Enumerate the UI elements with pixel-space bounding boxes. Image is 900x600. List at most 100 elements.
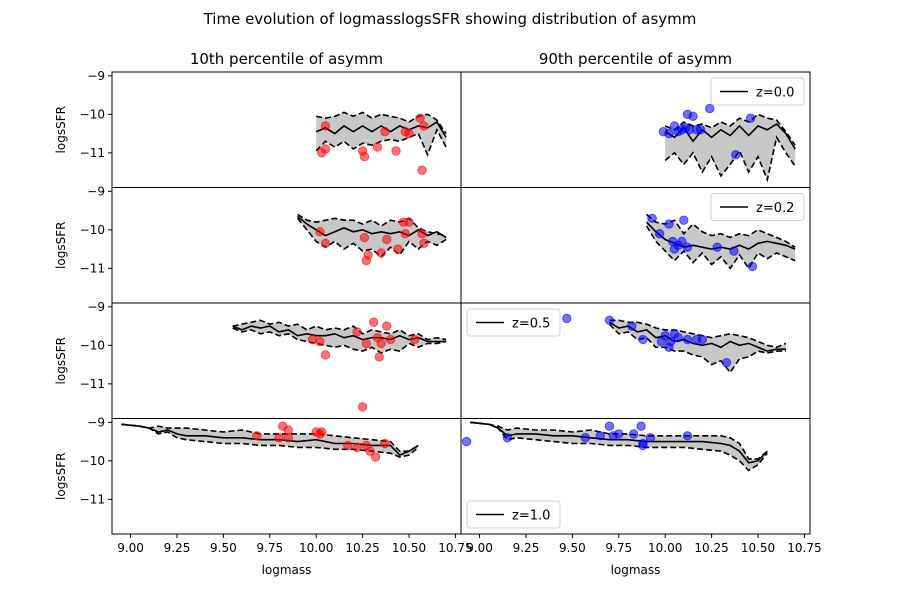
upper-percentile-line bbox=[664, 113, 796, 146]
x-tick-label: 10.75 bbox=[438, 541, 472, 555]
y-tick-label: −9 bbox=[87, 184, 105, 198]
data-point-3 bbox=[595, 431, 605, 441]
data-point-4 bbox=[283, 433, 294, 443]
y-axis-label: logsSFR bbox=[54, 337, 68, 384]
data-point-2 bbox=[320, 144, 331, 154]
upper-percentile-line bbox=[316, 111, 447, 135]
data-point-8 bbox=[688, 111, 698, 121]
legend-frame bbox=[466, 308, 561, 337]
spread-band bbox=[232, 320, 447, 353]
lower-percentile-line bbox=[315, 127, 447, 157]
spread-band bbox=[646, 214, 796, 269]
data-point-9 bbox=[712, 242, 722, 252]
data-point-2 bbox=[320, 350, 331, 360]
data-point-0 bbox=[647, 213, 657, 224]
data-point-5 bbox=[376, 248, 386, 258]
y-tick-label: −11 bbox=[80, 377, 105, 391]
upper-percentile-line bbox=[470, 421, 768, 460]
data-point-6 bbox=[614, 429, 624, 439]
panel-r0-c1: z=0.0 bbox=[460, 71, 811, 188]
data-point-6 bbox=[677, 236, 687, 247]
y-tick-label: −11 bbox=[80, 261, 105, 275]
x-tick-label: 9.50 bbox=[210, 541, 237, 555]
data-point-7 bbox=[393, 244, 403, 254]
legend-frame bbox=[710, 77, 805, 106]
data-point-10 bbox=[415, 113, 425, 123]
y-tick-label: −10 bbox=[80, 454, 105, 468]
plot-area bbox=[315, 111, 447, 175]
data-point-1 bbox=[502, 433, 513, 443]
plot-area bbox=[461, 421, 768, 472]
panel-frame bbox=[111, 302, 462, 419]
data-point-3 bbox=[638, 334, 648, 345]
x-tick-label: 9.00 bbox=[117, 541, 144, 555]
data-point-1 bbox=[654, 229, 665, 239]
data-point-5 bbox=[369, 317, 379, 327]
legend-label: z=1.0 bbox=[512, 509, 550, 524]
data-point-7 bbox=[391, 146, 401, 156]
data-point-1 bbox=[320, 238, 331, 249]
lower-percentile-line bbox=[645, 225, 796, 270]
panel-r3-c1: 9.00 9.25 9.50 9.75 10.00 10.25 10.50 10.75 z=1.… bbox=[460, 418, 822, 555]
data-point-11 bbox=[419, 121, 429, 131]
x-tick-label: 10.25 bbox=[345, 541, 379, 555]
x-tick-label: 10.50 bbox=[741, 541, 775, 555]
data-point-0 bbox=[252, 431, 262, 441]
data-point-12 bbox=[721, 357, 732, 368]
data-point-3 bbox=[283, 425, 294, 435]
data-point-11 bbox=[697, 334, 708, 345]
legend-label: z=0.5 bbox=[512, 317, 550, 332]
data-point-10 bbox=[695, 125, 706, 135]
x-tick-label: 9.25 bbox=[164, 541, 191, 555]
data-point-5 bbox=[660, 331, 670, 341]
data-point-7 bbox=[679, 215, 689, 225]
legend: z=1.0 bbox=[466, 500, 561, 529]
legend: z=0.5 bbox=[466, 308, 561, 337]
column-title-right: 90th percentile of asymm bbox=[539, 50, 732, 68]
data-point-9 bbox=[404, 128, 414, 139]
x-tick-label: 9.25 bbox=[513, 541, 540, 555]
data-point-9 bbox=[673, 332, 683, 343]
x-tick-label: 10.00 bbox=[648, 541, 682, 555]
data-point-6 bbox=[382, 234, 392, 245]
data-point-2 bbox=[359, 232, 370, 243]
legend-label: z=0.2 bbox=[756, 201, 794, 216]
data-point-1 bbox=[664, 128, 674, 139]
data-point-11 bbox=[365, 446, 375, 456]
panel-grid: −9 −10 −11 logsSFR z=0.0 −9 −10 −11 logsSFR z=0.2… bbox=[54, 69, 822, 555]
data-point-5 bbox=[372, 142, 383, 152]
data-point-0 bbox=[461, 436, 472, 447]
x-tick-label: 9.50 bbox=[559, 541, 586, 555]
x-tick-label: 9.75 bbox=[256, 541, 283, 555]
data-point-8 bbox=[682, 242, 693, 252]
plot-area bbox=[121, 421, 419, 462]
plot-area bbox=[232, 317, 447, 412]
column-title-left: 10th percentile of asymm bbox=[190, 50, 383, 68]
data-point-8 bbox=[376, 338, 386, 349]
data-point-2 bbox=[627, 321, 637, 331]
data-point-10 bbox=[404, 217, 414, 227]
y-tick-label: −10 bbox=[80, 107, 105, 121]
x-tick-label: 10.75 bbox=[787, 541, 821, 555]
data-point-4 bbox=[363, 250, 373, 260]
data-point-11 bbox=[705, 103, 715, 114]
data-point-12 bbox=[731, 150, 741, 160]
plot-area bbox=[658, 103, 796, 183]
x-axis-label-left: logmass bbox=[262, 563, 312, 577]
legend-frame bbox=[710, 193, 805, 221]
lower-percentile-line bbox=[232, 327, 447, 354]
panel-r0-c0: −9 −10 −11 logsSFR bbox=[54, 69, 462, 188]
data-point-13 bbox=[380, 438, 390, 449]
data-point-9 bbox=[352, 442, 362, 453]
x-tick-label: 10.50 bbox=[392, 541, 426, 555]
data-point-4 bbox=[359, 152, 370, 162]
legend-frame bbox=[466, 500, 561, 529]
plot-area bbox=[645, 213, 796, 272]
data-point-0 bbox=[562, 313, 572, 324]
y-tick-label: −9 bbox=[87, 69, 105, 83]
spread-band bbox=[609, 320, 786, 373]
data-point-13 bbox=[745, 113, 756, 123]
y-axis-label: logsSFR bbox=[54, 106, 68, 153]
x-tick-label: 9.00 bbox=[466, 541, 493, 555]
y-tick-label: −9 bbox=[87, 415, 105, 429]
